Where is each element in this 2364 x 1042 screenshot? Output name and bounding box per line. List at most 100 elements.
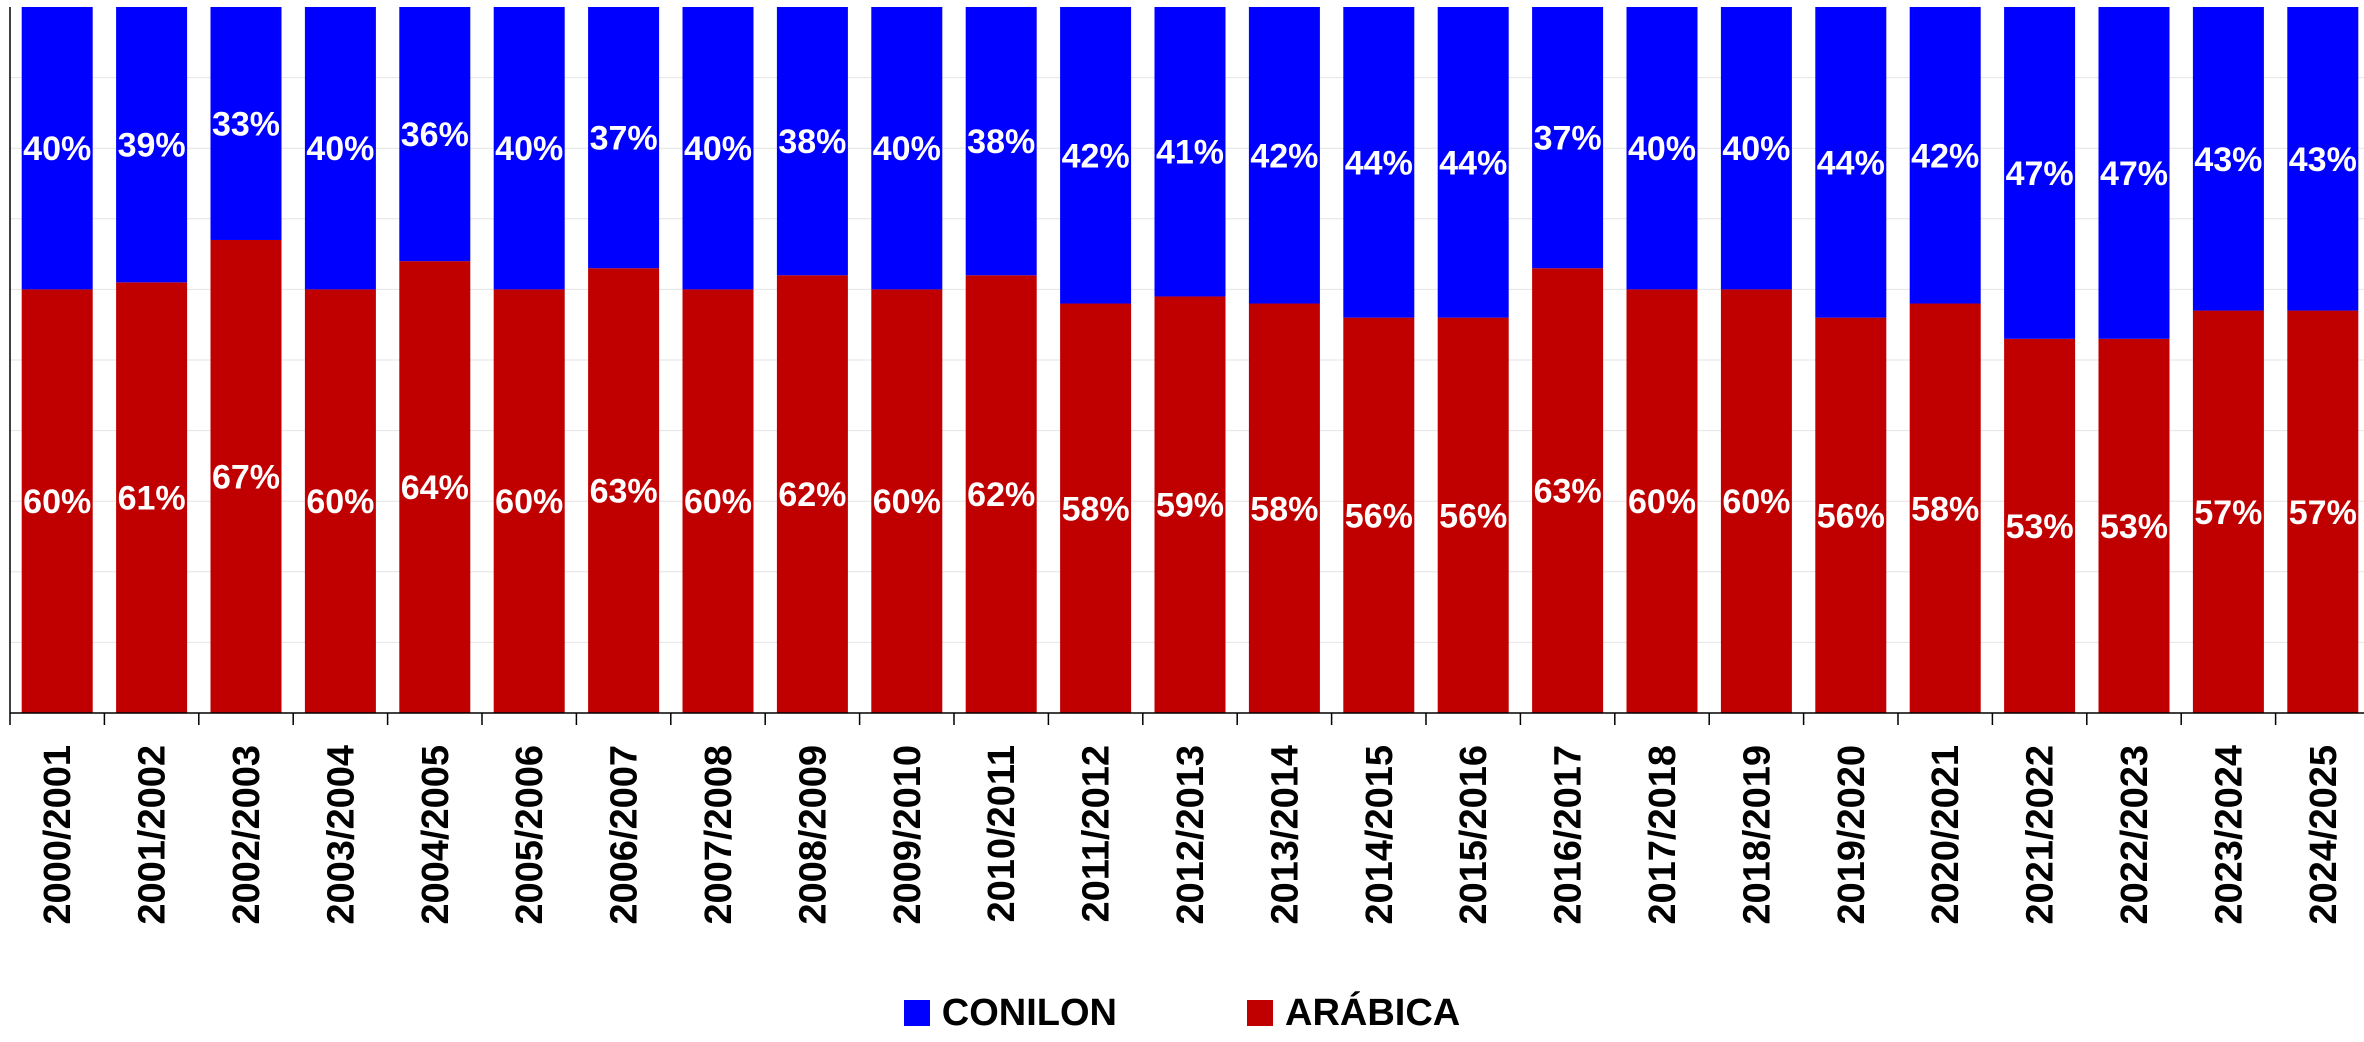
- bar-segment-conilon: [2004, 7, 2076, 339]
- bar-segment-arabica: [1154, 296, 1226, 713]
- bar-segment-conilon: [2098, 7, 2170, 339]
- x-tick-label: 2023/2024: [2208, 745, 2250, 925]
- x-tick-label: 2011/2012: [1076, 745, 1118, 923]
- stacked-bar-chart: 60% 40% 61% 39% 67% 33% 60% 40% 64% 36% 60% 40% 63% 3…: [9, 7, 2364, 925]
- data-label: 56%: [1345, 497, 1413, 535]
- data-label: 63%: [590, 473, 658, 511]
- x-tick-label: 2006/2007: [604, 745, 646, 925]
- x-tick-label: 2015/2016: [1453, 745, 1495, 925]
- bar-segment-conilon: [21, 7, 93, 290]
- x-tick-label: 2010/2011: [981, 745, 1023, 923]
- legend: CONILON ARÁBICA: [0, 990, 2364, 1036]
- bar-segment-arabica: [682, 289, 754, 713]
- data-label: 60%: [306, 483, 374, 521]
- bar-segment-conilon: [1720, 7, 1792, 290]
- data-label: 42%: [1911, 137, 1979, 175]
- x-axis: [9, 7, 2364, 725]
- bar-segment-conilon: [1437, 7, 1509, 318]
- data-label: 40%: [1722, 130, 1790, 168]
- bar-segment-arabica: [399, 261, 471, 713]
- bar-segment-arabica: [1909, 303, 1981, 713]
- data-label: 42%: [1250, 137, 1318, 175]
- data-label: 60%: [495, 483, 563, 521]
- bar-segment-conilon: [1060, 7, 1132, 304]
- bar-segment-conilon: [2287, 7, 2359, 311]
- x-tick-label: 2005/2006: [509, 745, 551, 925]
- bar-segment-arabica: [210, 239, 282, 714]
- data-label: 47%: [2100, 155, 2168, 193]
- data-label: 44%: [1345, 144, 1413, 182]
- x-tick-label: 2008/2009: [792, 745, 834, 925]
- bar-segment-arabica: [1532, 268, 1604, 713]
- data-label: 58%: [1250, 490, 1318, 528]
- data-label: 60%: [23, 483, 91, 521]
- data-label: 56%: [1817, 497, 1885, 535]
- data-label: 44%: [1817, 144, 1885, 182]
- bar-segment-conilon: [1909, 7, 1981, 304]
- data-label: 39%: [118, 127, 186, 165]
- x-tick-label: 2018/2019: [1736, 745, 1778, 925]
- data-label: 53%: [2006, 508, 2074, 546]
- data-label: 60%: [1628, 483, 1696, 521]
- bar-segment-arabica: [776, 275, 848, 713]
- bar-segment-conilon: [682, 7, 754, 290]
- data-label: 58%: [1911, 490, 1979, 528]
- bar-segment-conilon: [1248, 7, 1320, 304]
- legend-label: ARÁBICA: [1285, 991, 1461, 1034]
- bar-segment-conilon: [1343, 7, 1415, 318]
- x-tick-label: 2007/2008: [698, 745, 740, 925]
- legend-swatch: [1247, 1000, 1273, 1026]
- data-label: 53%: [2100, 508, 2168, 546]
- bar-segment-conilon: [965, 7, 1037, 276]
- bar-segment-arabica: [2098, 338, 2170, 713]
- bar-segment-arabica: [2004, 338, 2076, 713]
- bar-segment-conilon: [399, 7, 471, 262]
- x-tick-label: 2022/2023: [2114, 745, 2156, 925]
- bar-segment-arabica: [1720, 289, 1792, 713]
- bar-segment-conilon: [1154, 7, 1226, 297]
- bar-segment-conilon: [493, 7, 565, 290]
- bar-segment-conilon: [304, 7, 376, 290]
- x-tick-label: 2001/2002: [132, 745, 174, 925]
- bar-segment-arabica: [304, 289, 376, 713]
- data-label: 40%: [1628, 130, 1696, 168]
- data-label: 60%: [873, 483, 941, 521]
- bar-segment-arabica: [871, 289, 943, 713]
- data-labels: 60% 40% 61% 39% 67% 33% 60% 40% 64% 36% 60% 40% 63% 3…: [23, 105, 2357, 545]
- bar-segment-conilon: [2192, 7, 2264, 311]
- x-tick-label: 2014/2015: [1359, 745, 1401, 925]
- data-label: 40%: [23, 130, 91, 168]
- bar-segment-arabica: [1437, 317, 1509, 713]
- data-label: 42%: [1062, 137, 1130, 175]
- bar-segment-arabica: [1248, 303, 1320, 713]
- data-label: 60%: [684, 483, 752, 521]
- data-label: 62%: [967, 476, 1035, 514]
- bar-segment-arabica: [965, 275, 1037, 713]
- bar-segment-arabica: [493, 289, 565, 713]
- data-label: 56%: [1439, 497, 1507, 535]
- bar-segment-conilon: [871, 7, 943, 290]
- x-tick-label: 2020/2021: [1925, 745, 1967, 925]
- data-label: 38%: [778, 123, 846, 161]
- data-label: 37%: [590, 120, 658, 158]
- bar-segment-conilon: [776, 7, 848, 276]
- bars: [21, 7, 2359, 714]
- x-tick-label: 2013/2014: [1264, 745, 1306, 925]
- data-label: 63%: [1534, 473, 1602, 511]
- x-tick-label: 2019/2020: [1831, 745, 1873, 925]
- data-label: 61%: [118, 480, 186, 518]
- data-label: 40%: [684, 130, 752, 168]
- x-tick-label: 2002/2003: [226, 745, 268, 925]
- bar-segment-arabica: [21, 289, 93, 713]
- legend-item-arabica: ARÁBICA: [1247, 992, 1460, 1035]
- data-label: 43%: [2194, 141, 2262, 179]
- data-label: 67%: [212, 458, 280, 496]
- bar-segment-conilon: [210, 7, 282, 240]
- bar-segment-conilon: [1532, 7, 1604, 269]
- data-label: 38%: [967, 123, 1035, 161]
- legend-swatch: [903, 1000, 930, 1026]
- x-tick-label: 2004/2005: [415, 745, 457, 925]
- x-tick-label: 2012/2013: [1170, 745, 1212, 925]
- bar-segment-conilon: [588, 7, 660, 269]
- data-label: 58%: [1062, 490, 1130, 528]
